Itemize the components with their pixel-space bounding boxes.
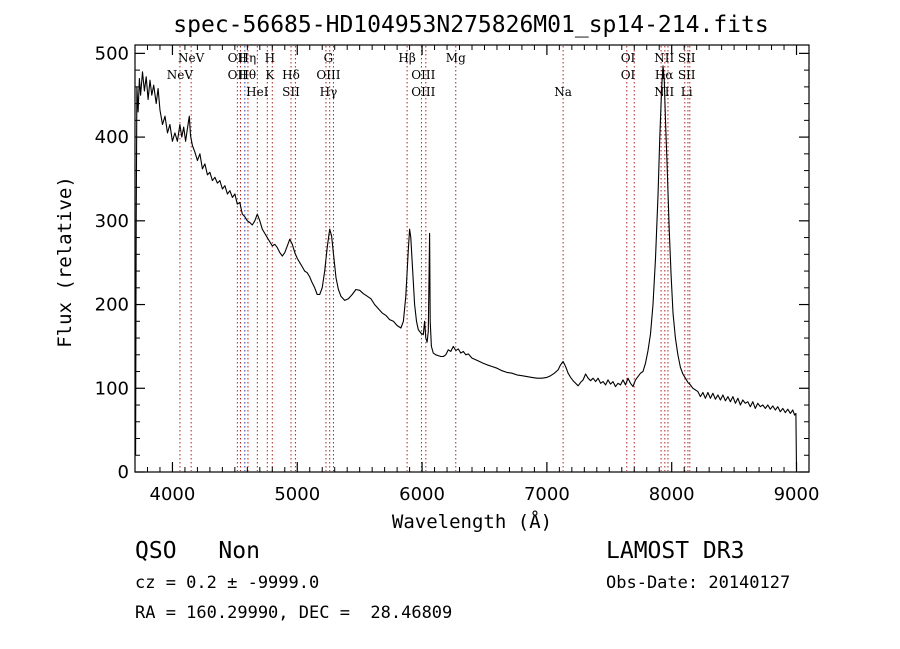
- series-line-spectrum: [135, 65, 798, 471]
- y-tick-label-400: 400: [95, 127, 129, 148]
- label-sii-hdelta-1: SII: [282, 85, 300, 99]
- y-tick-label-100: 100: [95, 378, 129, 399]
- label-mg-0: Mg: [446, 51, 466, 65]
- label-h-beta-0: Hβ: [398, 51, 415, 65]
- survey-label: LAMOST DR3: [606, 538, 745, 564]
- label-nev-lower-0: NeV: [167, 68, 194, 82]
- subclass-label: Non: [218, 538, 260, 564]
- axis-ticks: 4000 5000 6000 7000 8000 9000 0 100 200 300 400 500: [95, 43, 820, 505]
- x-tick-label-7000: 7000: [524, 484, 570, 505]
- x-tick-label-8000: 8000: [649, 484, 695, 505]
- label-g-band-1: OIII: [316, 68, 340, 82]
- y-axis-label: Flux (relative): [54, 176, 76, 348]
- label-h-k-0: H: [265, 51, 275, 65]
- label-oi-1: OI: [621, 68, 636, 82]
- x-tick-label-4000: 4000: [150, 484, 196, 505]
- y-tick-label-0: 0: [118, 462, 129, 483]
- series-layer: [135, 65, 798, 471]
- label-h-eta-2: Hθ: [238, 68, 256, 82]
- coords-line: RA = 160.29990, DEC = 28.46809: [135, 603, 453, 623]
- footer-class: QSO Non: [135, 538, 260, 564]
- label-sii-li-2: Li: [681, 85, 693, 99]
- plot-frame: [134, 44, 810, 473]
- label-h-k-1: K: [265, 68, 275, 82]
- x-tick-label-5000: 5000: [274, 484, 320, 505]
- x-tick-label-9000: 9000: [774, 484, 820, 505]
- label-oii-oiii-2: OII: [228, 68, 248, 82]
- x-tick-label-6000: 6000: [399, 484, 445, 505]
- x-axis-label: Wavelength (Å): [392, 510, 552, 533]
- label-g-band-2: Hγ: [320, 85, 338, 99]
- y-tick-label-300: 300: [95, 211, 129, 232]
- cz-line: cz = 0.2 ± -9999.0: [135, 573, 320, 593]
- label-sii-li-1: SII: [678, 68, 696, 82]
- obs-date-line: Obs-Date: 20140127: [606, 573, 791, 593]
- label-sii-hdelta-0: Hδ: [282, 68, 300, 82]
- y-tick-label-200: 200: [95, 295, 129, 316]
- label-nev-upper-0: NeV: [178, 51, 205, 65]
- class-label: QSO: [135, 538, 177, 564]
- label-hei-0: HeI: [246, 85, 269, 99]
- label-h-eta: Hη: [239, 51, 257, 65]
- label-oii-oiii: OII: [228, 51, 248, 65]
- label-oiii-1: OIII: [411, 85, 435, 99]
- label-oi-0: OI: [621, 51, 636, 65]
- label-sii-li-0: SII: [678, 51, 696, 65]
- label-h-alpha-0: NII: [654, 51, 674, 65]
- y-tick-label-500: 500: [95, 43, 129, 64]
- chart-title: spec-56685-HD104953N275826M01_sp14-214.f…: [173, 12, 768, 38]
- spectral-line-markers: [179, 46, 691, 471]
- label-g-band-0: G: [324, 51, 334, 65]
- label-oiii-0: OIII: [411, 68, 435, 82]
- label-na-0: Na: [554, 85, 572, 99]
